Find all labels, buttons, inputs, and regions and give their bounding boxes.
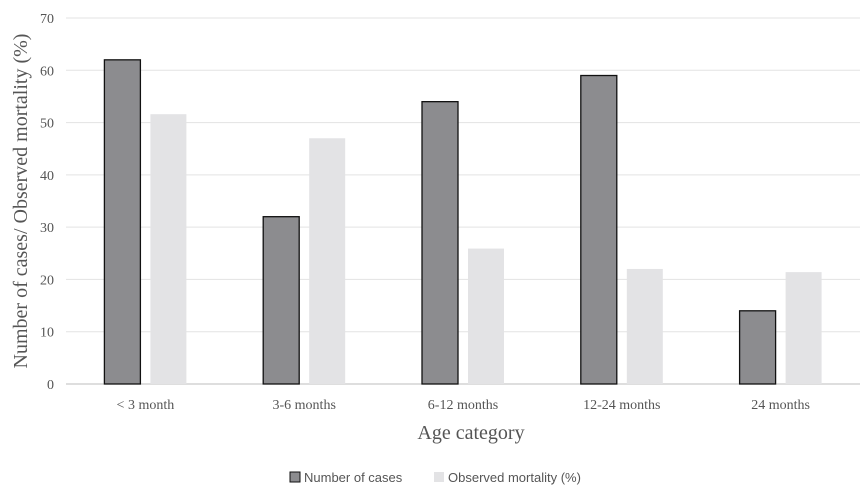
y-tick-labels: 0 10 20 30 40 50 60 70 bbox=[40, 12, 54, 393]
bar-observed-mortality-3-month bbox=[150, 114, 187, 384]
bar-number-of-cases-3-6-months bbox=[262, 216, 300, 385]
x-tick-label: 3-6 months bbox=[273, 398, 336, 413]
y-tick-label: 50 bbox=[40, 117, 54, 132]
legend: Number of cases Observed mortality (%) bbox=[289, 470, 581, 485]
x-tick-label: 6-12 months bbox=[428, 398, 498, 413]
legend-swatch-observed-mortality bbox=[434, 472, 444, 482]
bar-number-of-cases-3-month bbox=[103, 59, 142, 385]
y-tick-label: 20 bbox=[40, 273, 54, 288]
bar-observed-mortality-6-12-months bbox=[468, 248, 504, 384]
legend-label-observed-mortality: Observed mortality (%) bbox=[448, 470, 581, 485]
y-tick-label: 10 bbox=[40, 326, 54, 341]
bar-number-of-cases-12-24-months bbox=[580, 74, 618, 385]
y-tick-label: 0 bbox=[47, 378, 54, 393]
bar-number-of-cases-6-12-months bbox=[421, 101, 459, 385]
gridlines bbox=[66, 17, 860, 385]
x-axis-label: Age category bbox=[417, 422, 524, 444]
x-tick-label: 24 months bbox=[751, 398, 810, 413]
bar-observed-mortality-3-6-months bbox=[309, 138, 346, 384]
legend-swatch-number-of-cases bbox=[289, 471, 301, 483]
y-tick-label: 30 bbox=[40, 221, 54, 236]
x-tick-labels: < 3 month 3-6 months 6-12 months 12-24 mont… bbox=[117, 398, 810, 413]
y-tick-label: 70 bbox=[40, 12, 54, 27]
x-tick-label: 12-24 months bbox=[583, 398, 660, 413]
x-tick-label: < 3 month bbox=[117, 398, 175, 413]
legend-label-number-of-cases: Number of cases bbox=[304, 470, 403, 485]
bar-observed-mortality-24-months bbox=[785, 272, 822, 384]
y-tick-label: 40 bbox=[40, 169, 54, 184]
bar-number-of-cases-24-months bbox=[738, 310, 777, 385]
bar-observed-mortality-12-24-months bbox=[626, 268, 663, 384]
y-axis-label: Number of cases/ Observed mortality (%) bbox=[10, 34, 32, 369]
y-tick-label: 60 bbox=[40, 64, 54, 79]
bars bbox=[103, 59, 822, 385]
